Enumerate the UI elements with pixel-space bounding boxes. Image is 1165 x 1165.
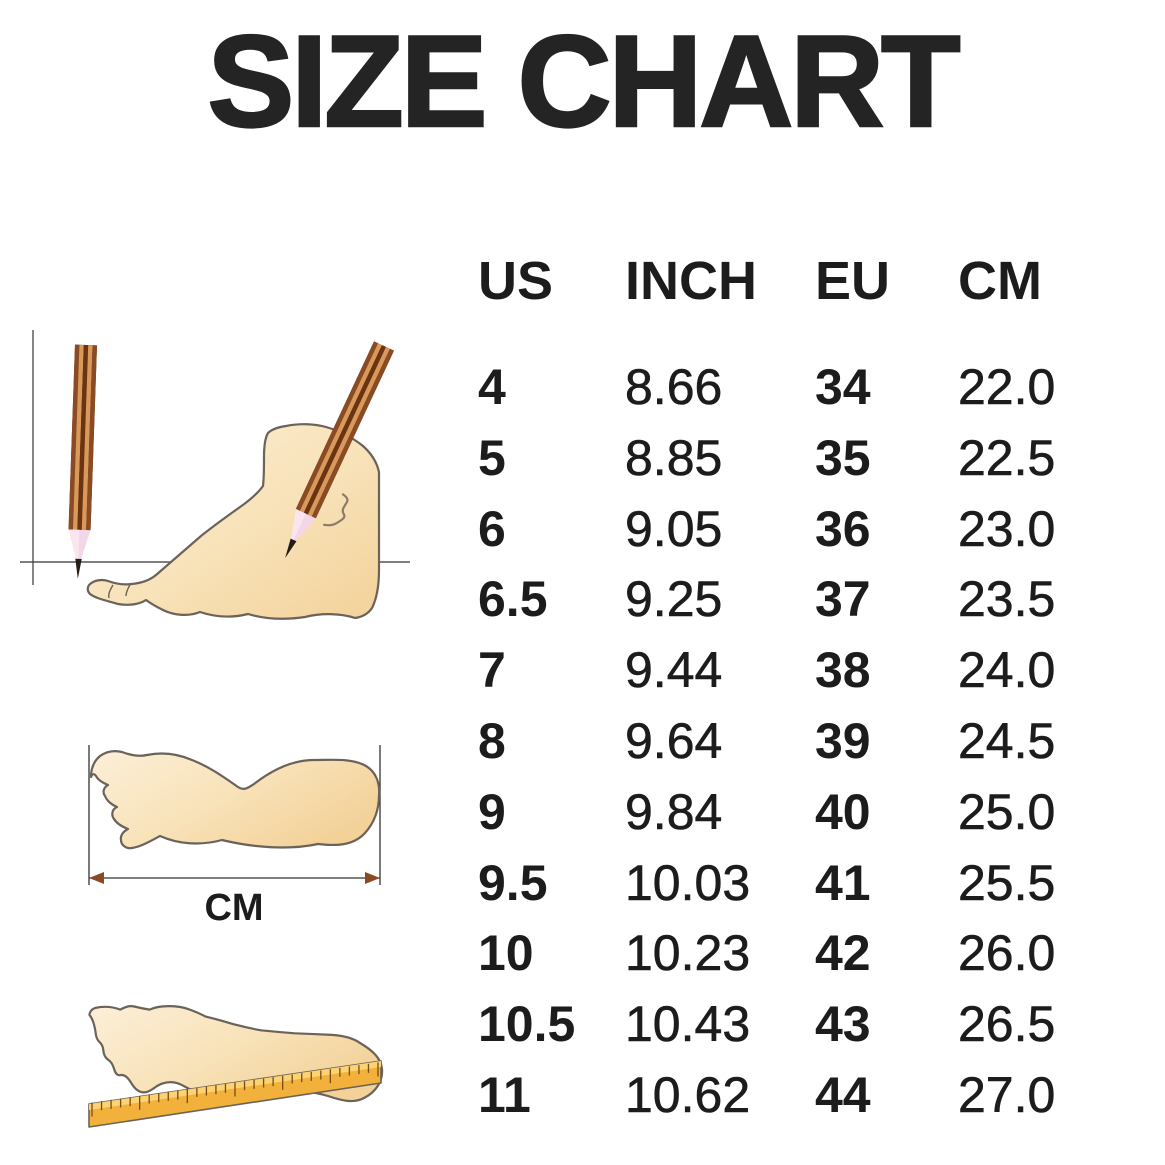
svg-text:CM: CM [204, 887, 263, 929]
